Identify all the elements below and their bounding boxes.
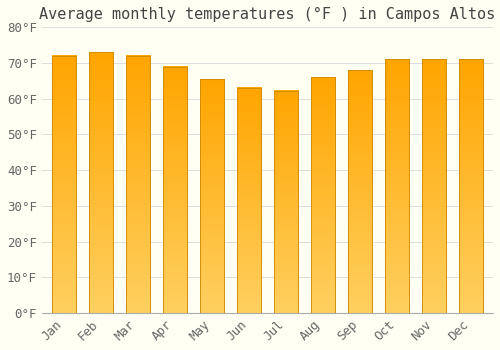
Bar bbox=[385, 60, 409, 313]
Bar bbox=[422, 60, 446, 313]
Bar bbox=[52, 56, 76, 313]
Title: Average monthly temperatures (°F ) in Campos Altos: Average monthly temperatures (°F ) in Ca… bbox=[40, 7, 496, 22]
Bar bbox=[274, 91, 298, 313]
Bar bbox=[126, 56, 150, 313]
Bar bbox=[200, 79, 224, 313]
Bar bbox=[163, 66, 187, 313]
Bar bbox=[237, 88, 261, 313]
Bar bbox=[311, 77, 335, 313]
Bar bbox=[459, 60, 483, 313]
Bar bbox=[89, 52, 113, 313]
Bar bbox=[348, 70, 372, 313]
